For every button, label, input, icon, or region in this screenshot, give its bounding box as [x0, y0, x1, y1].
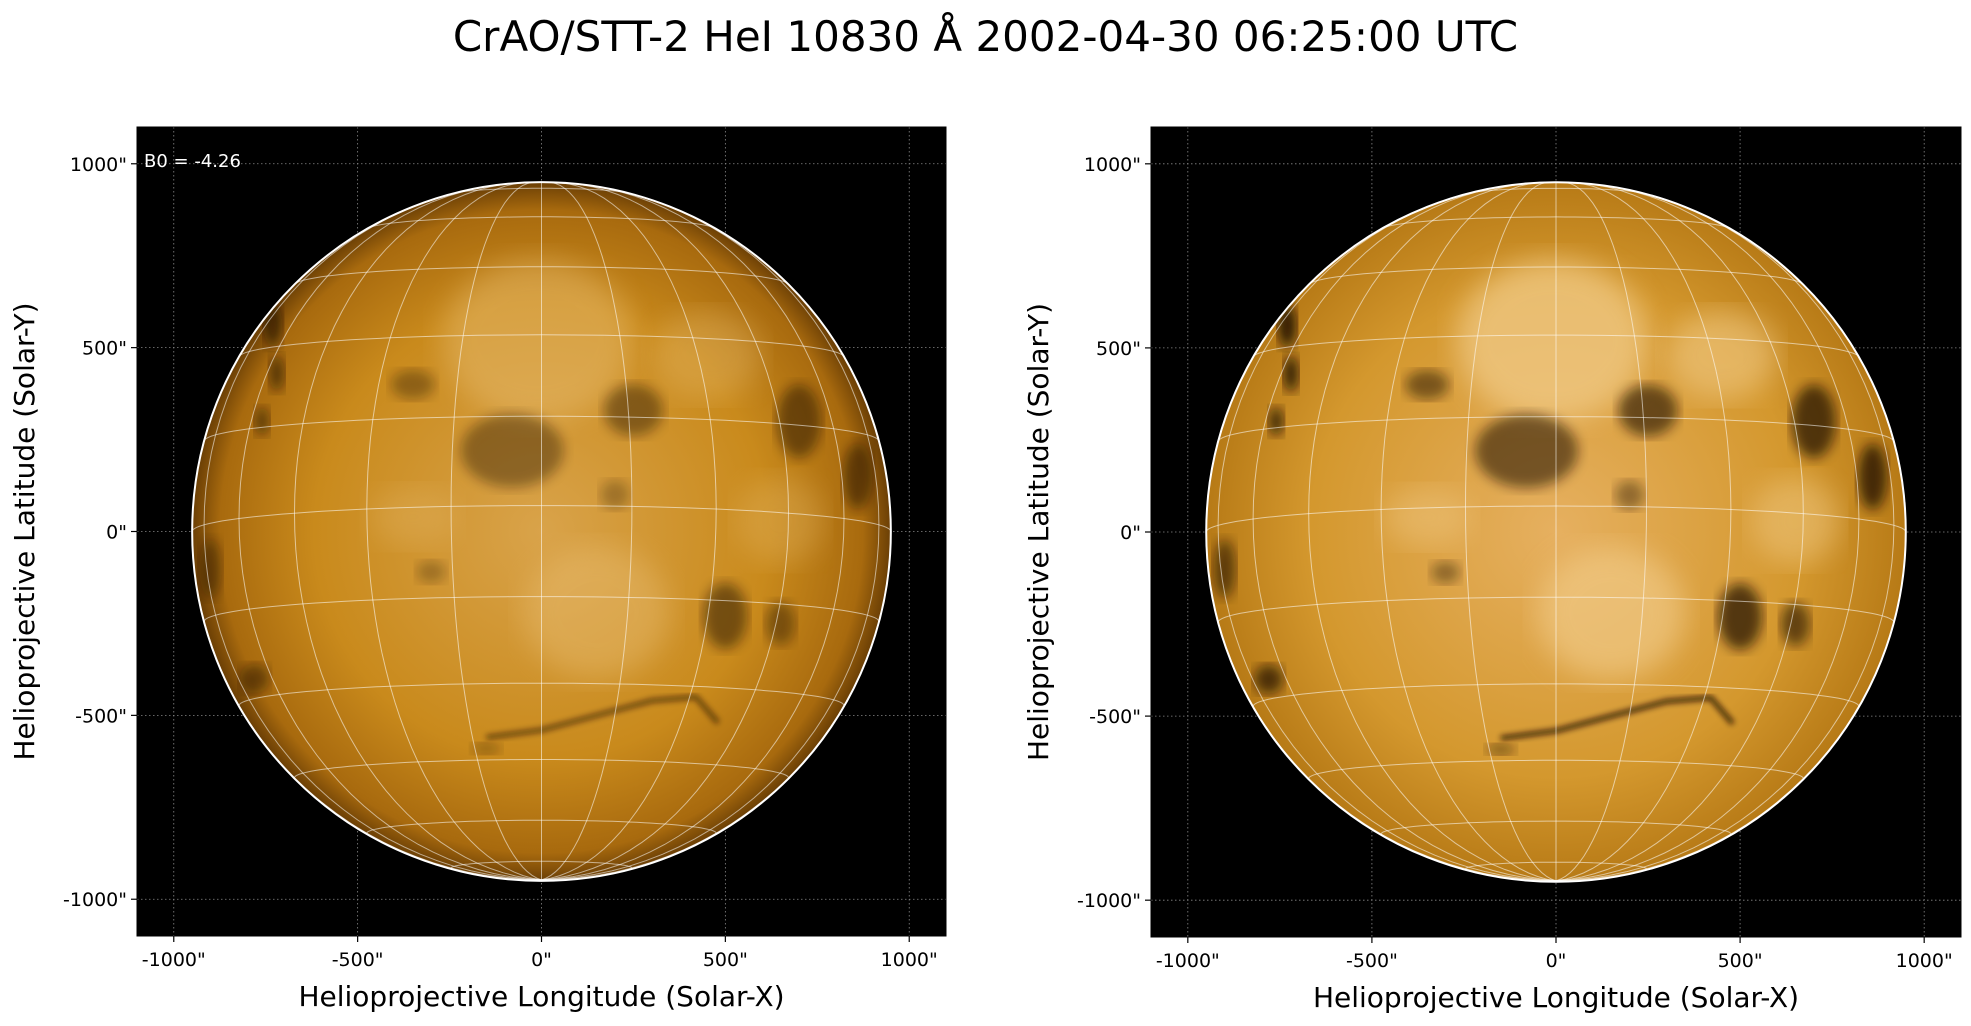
figure-title: CrAO/STT-2 HeI 10830 Å 2002-04-30 06:25:…	[452, 12, 1519, 61]
bright-region	[1751, 476, 1840, 566]
x-tick-label: -1000"	[142, 949, 206, 971]
y-tick-label: 0"	[1120, 522, 1141, 544]
dark-filament	[1254, 664, 1284, 694]
x-tick-label: -1000"	[1156, 950, 1220, 972]
x-tick-label: 1000"	[1896, 950, 1953, 972]
dark-filament	[1718, 583, 1763, 650]
dark-filament-long	[486, 694, 720, 740]
x-tick-label: -500"	[332, 949, 384, 971]
dark-filament	[600, 480, 630, 510]
dark-filament	[471, 742, 502, 754]
dark-filament	[765, 601, 796, 646]
dark-filament	[1475, 414, 1579, 488]
dark-filament	[460, 413, 564, 488]
dark-filament	[1430, 561, 1461, 584]
dark-filament	[1268, 406, 1284, 437]
dark-filament	[239, 663, 270, 694]
longitude-line	[541, 182, 717, 881]
x-axis-label: Helioprojective Longitude (Solar-X)	[298, 980, 784, 1013]
y-tick-label: -1000"	[63, 889, 127, 911]
longitude-line	[293, 184, 542, 881]
bright-region	[736, 476, 825, 565]
bright-region	[442, 259, 634, 422]
bright-region	[1537, 546, 1685, 680]
dark-filament	[1405, 370, 1450, 400]
longitude-line	[541, 184, 845, 881]
y-tick-label: -500"	[75, 705, 127, 727]
x-tick-label: -500"	[1346, 950, 1398, 972]
panel-left: -1000" -1000" -500" -500" 0" 0" 500" 500" 1000" 1…	[8, 126, 947, 1013]
y-tick-label: -1000"	[1077, 890, 1141, 912]
dark-filament	[390, 369, 435, 400]
longitude-line	[1380, 182, 1557, 882]
longitude-line	[1217, 197, 1557, 882]
longitude-line	[1555, 185, 1860, 882]
y-tick-label: 1000"	[70, 154, 127, 176]
longitude-line	[203, 197, 542, 881]
y-tick-label: 1000"	[1084, 154, 1141, 176]
longitude-line	[366, 182, 542, 881]
dark-filament	[604, 384, 663, 436]
x-tick-label: 0"	[1546, 950, 1567, 972]
x-tick-label: 1000"	[881, 949, 938, 971]
solar-limb	[1205, 181, 1907, 883]
longitude-line	[1555, 184, 1804, 882]
longitude-line	[541, 197, 880, 881]
disk-features	[199, 259, 873, 754]
dark-filament	[1857, 443, 1888, 510]
bright-region	[651, 310, 763, 400]
bright-region	[1666, 311, 1777, 400]
bright-region	[368, 487, 457, 547]
longitude-line	[1308, 184, 1557, 882]
bright-region	[1382, 487, 1472, 547]
y-axis-label: Helioprojective Latitude (Solar-Y)	[1022, 303, 1055, 761]
longitude-line	[1555, 182, 1732, 882]
b0-annotation: B0 = -4.26	[144, 151, 241, 172]
longitude-line	[238, 184, 542, 881]
heliographic-grid	[191, 181, 892, 881]
x-tick-label: 500"	[703, 949, 748, 971]
longitude-line	[1252, 185, 1557, 882]
dark-filament	[1614, 480, 1645, 510]
y-axis-label: Helioprojective Latitude (Solar-Y)	[8, 302, 41, 760]
disk-features	[1213, 259, 1888, 755]
panel-right: -1000" -1000" -500" -500" 0" 0" 500" 500" 1000" 1…	[1022, 126, 1962, 1014]
bright-region	[1456, 259, 1649, 422]
dark-filament	[1283, 355, 1299, 393]
y-tick-label: 500"	[82, 338, 127, 360]
x-tick-label: 0"	[531, 949, 552, 971]
dark-filament	[254, 406, 270, 436]
longitude-line	[1555, 197, 1895, 882]
dark-filament	[1618, 384, 1678, 437]
longitude-line	[541, 181, 633, 881]
dark-filament-long	[1500, 695, 1735, 741]
longitude-line	[450, 181, 542, 881]
y-tick-label: 0"	[106, 522, 127, 544]
solar-limb	[191, 181, 892, 882]
dark-filament	[776, 384, 821, 458]
dark-filament	[1213, 539, 1236, 599]
y-tick-label: 500"	[1096, 338, 1141, 360]
dark-filament	[199, 538, 222, 598]
longitude-line	[541, 184, 790, 881]
dark-filament	[1780, 601, 1811, 647]
longitude-line	[1464, 182, 1557, 882]
x-tick-label: 500"	[1718, 950, 1763, 972]
dark-filament	[1791, 384, 1836, 459]
longitude-line	[1555, 182, 1648, 882]
dark-filament	[703, 582, 748, 650]
y-tick-label: -500"	[1089, 706, 1141, 728]
dark-filament	[269, 354, 285, 392]
dark-filament	[1486, 743, 1516, 755]
x-axis-label: Helioprojective Longitude (Solar-X)	[1313, 981, 1799, 1014]
dark-filament	[843, 443, 873, 510]
dark-filament	[416, 560, 446, 583]
bright-region	[523, 546, 671, 679]
